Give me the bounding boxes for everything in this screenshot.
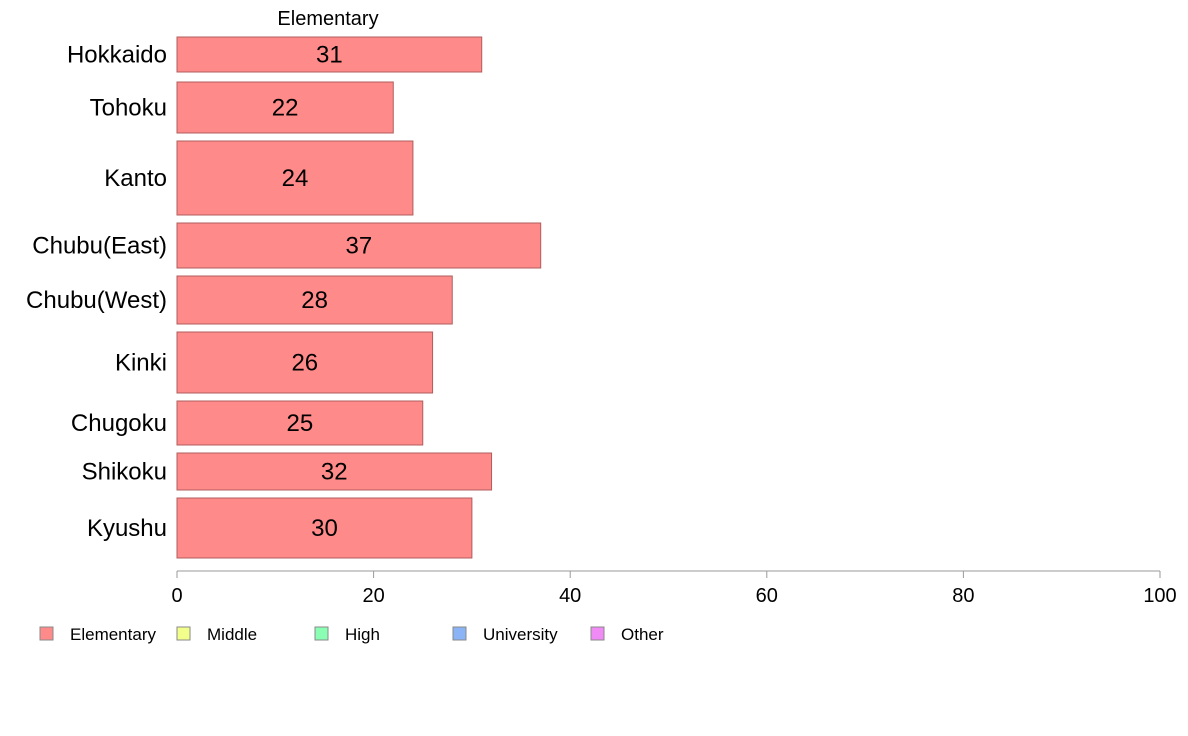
category-label: Chugoku (71, 410, 167, 437)
bar-chugoku (176, 400, 424, 446)
bar-value-label: 31 (316, 42, 343, 69)
bar-value-label: 25 (287, 410, 314, 437)
category-label: Kyushu (87, 515, 167, 542)
bar-value-label: 24 (282, 165, 309, 192)
x-tick-label: 80 (952, 585, 974, 607)
legend-label: Middle (207, 625, 257, 644)
x-tick-label: 40 (559, 585, 581, 607)
bar-value-label: 30 (311, 515, 338, 542)
chart-title: Elementary (277, 8, 378, 30)
bar-chubu-west (176, 275, 453, 325)
bar-kanto (176, 140, 414, 216)
category-label: Chubu(West) (26, 287, 167, 314)
bar-value-label: 26 (291, 350, 318, 377)
category-label: Tohoku (90, 95, 167, 122)
bar-hokkaido (176, 36, 483, 73)
category-label: Kanto (104, 165, 167, 192)
bar-chubu-east (176, 222, 542, 269)
bar-value-label: 28 (301, 287, 328, 314)
x-axis: 0 20 40 60 80 100 (171, 570, 1177, 607)
legend-swatch (314, 626, 329, 641)
legend-swatch (39, 626, 54, 641)
bar-value-label: 37 (346, 233, 373, 260)
bar-tohoku (176, 81, 394, 134)
legend-label: Elementary (70, 625, 156, 644)
bar-value-label: 22 (272, 95, 299, 122)
x-tick-label: 20 (362, 585, 384, 607)
bar-shikoku (176, 452, 493, 491)
category-labels: Hokkaido Tohoku Kanto Chubu(East) Chubu(West… (26, 42, 167, 543)
legend-swatch (176, 626, 191, 641)
category-label: Hokkaido (67, 42, 167, 69)
x-tick-label: 0 (171, 585, 182, 607)
legend-swatch (452, 626, 467, 641)
category-label: Kinki (115, 350, 167, 377)
legend-label: University (483, 625, 558, 644)
legend-label: High (345, 625, 380, 644)
legend-label: Other (621, 625, 664, 644)
x-tick-label: 60 (756, 585, 778, 607)
x-tick-label: 100 (1143, 585, 1176, 607)
legend-swatch (590, 626, 605, 641)
bar-kyushu (176, 497, 473, 559)
bars-group: 31 22 24 37 28 26 25 32 30 (176, 36, 542, 559)
bar-value-label: 32 (321, 459, 348, 486)
legend: Elementary Middle High University Other (39, 625, 664, 644)
bar-kinki (176, 331, 434, 394)
category-label: Shikoku (82, 459, 167, 486)
category-label: Chubu(East) (32, 233, 167, 260)
